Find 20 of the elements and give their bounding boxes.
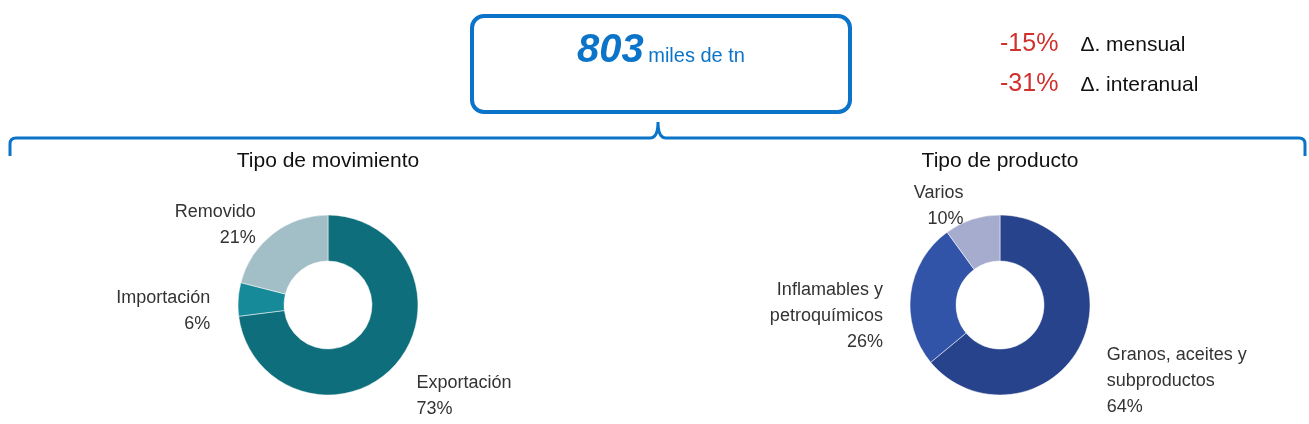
data-label: 26%	[846, 331, 883, 352]
text: -31%	[1000, 68, 1059, 96]
slice-label: Varios	[913, 181, 964, 202]
data-label: 21%	[219, 226, 256, 247]
text: Δ. mensual	[1080, 32, 1186, 55]
slice-label: Removido	[174, 200, 256, 221]
data-label: 6%	[184, 312, 211, 333]
slice-label: Exportación	[416, 372, 512, 393]
data-label: 73%	[416, 398, 453, 419]
slice-label: Inflamables y petroquímicos	[769, 279, 883, 326]
slice-label: Granos, aceites y subproductos	[1106, 344, 1247, 391]
chart-title: Tipo de movimiento	[236, 148, 420, 171]
text: 803	[577, 26, 644, 70]
data-label: 64%	[1106, 396, 1143, 417]
slice-label: Importación	[116, 286, 211, 307]
text: Δ. interanual	[1080, 72, 1199, 95]
text: miles de tn	[648, 44, 745, 66]
text: -15%	[1000, 28, 1059, 56]
chart-title: Tipo de producto	[921, 148, 1079, 171]
data-label: 10%	[927, 207, 964, 228]
